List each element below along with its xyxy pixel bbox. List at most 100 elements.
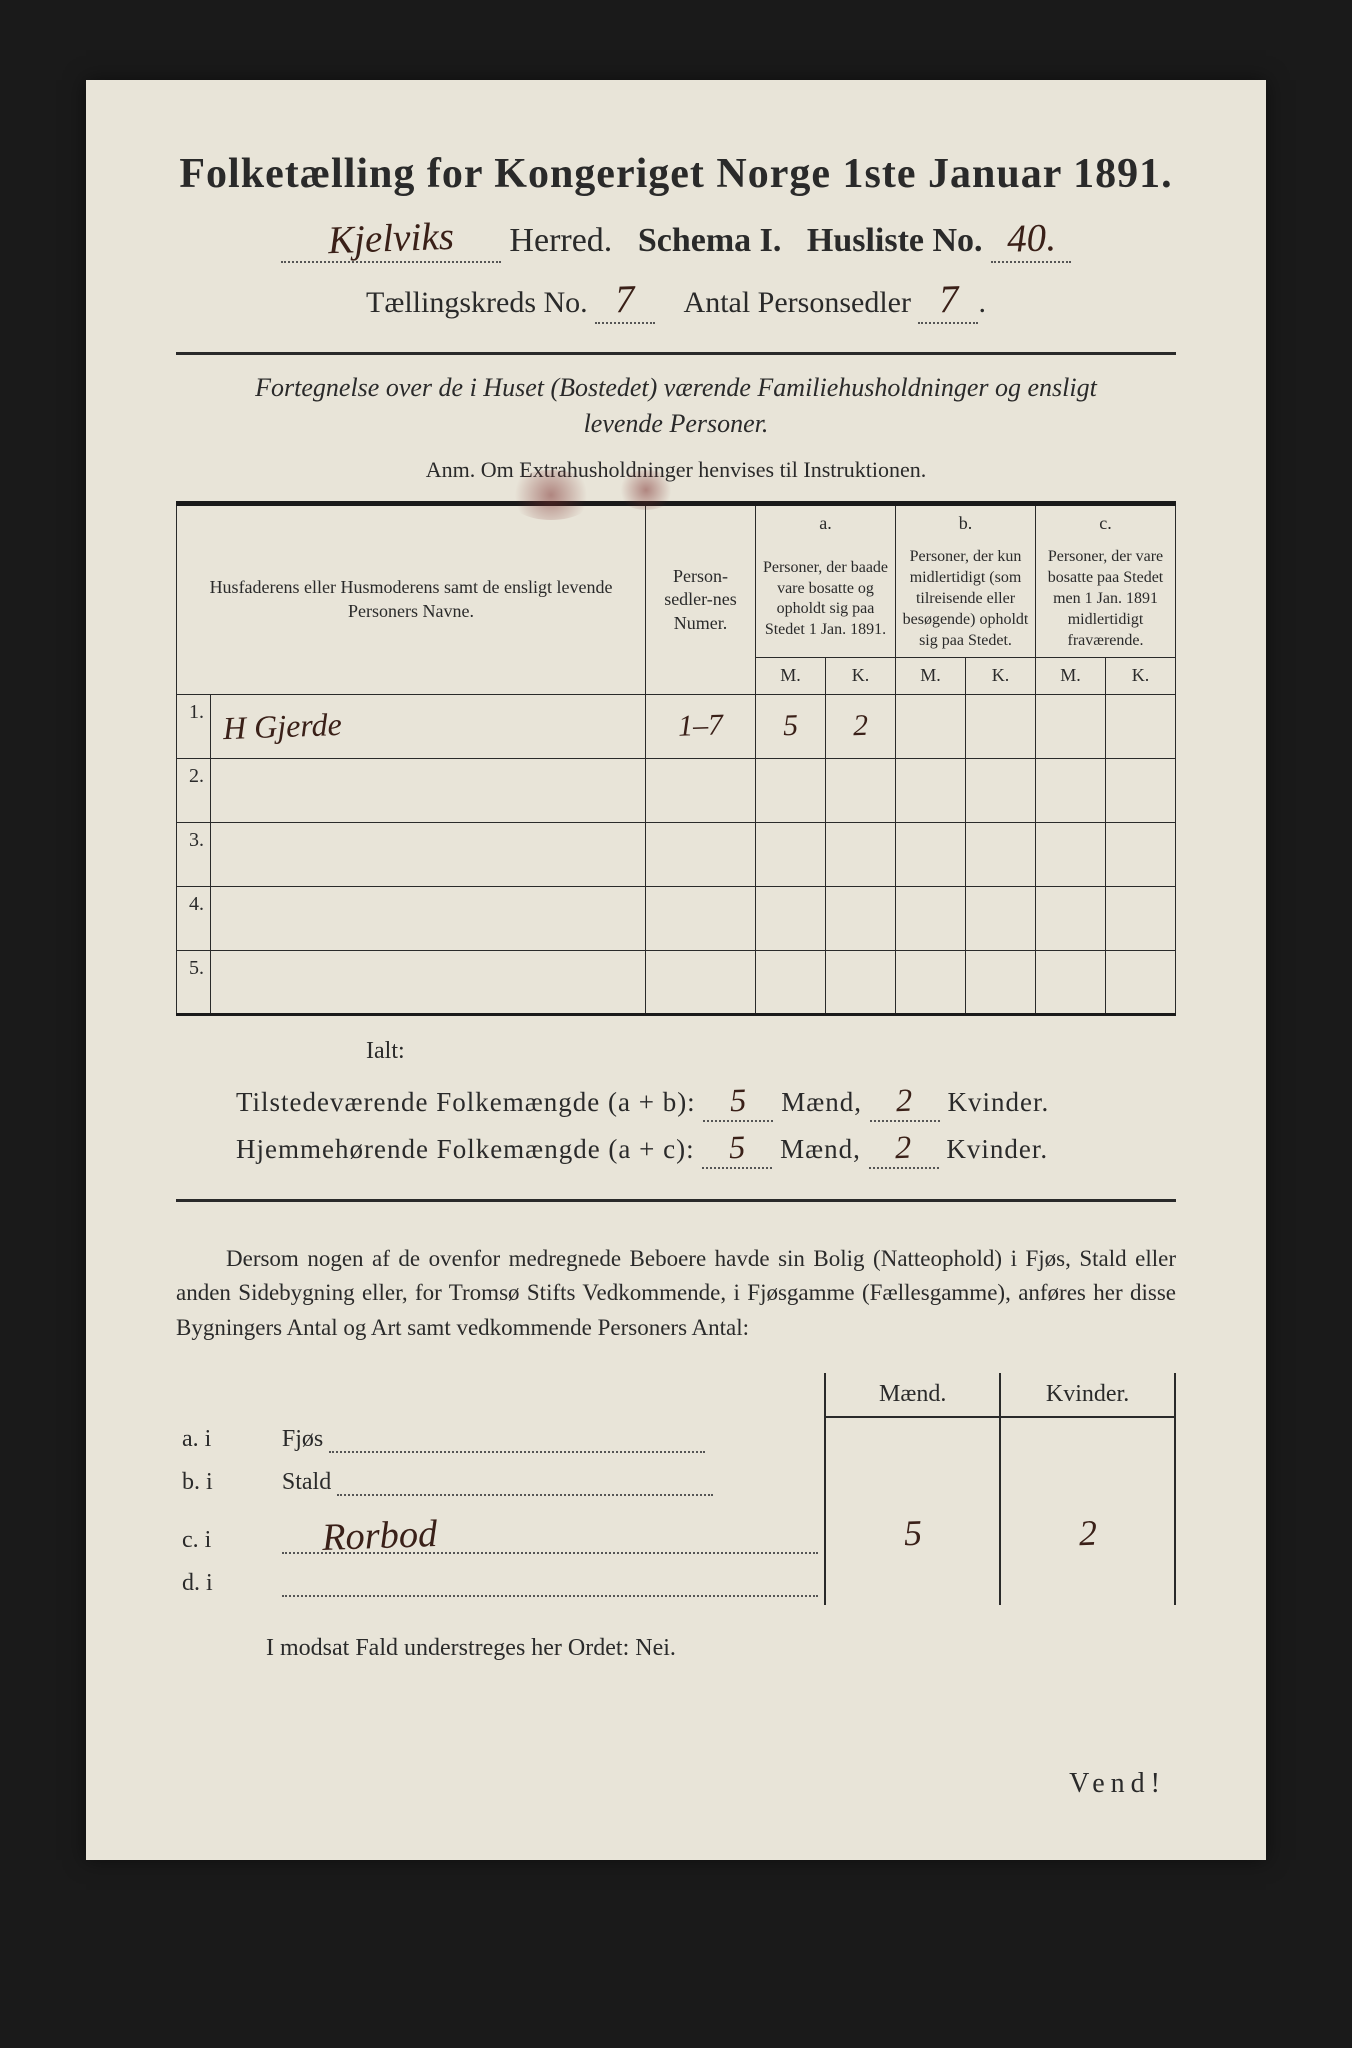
schema-label: Schema I. bbox=[638, 222, 782, 259]
col-a-k: K. bbox=[826, 658, 896, 694]
b-k-cell bbox=[966, 886, 1036, 950]
page-title: Folketælling for Kongeriget Norge 1ste J… bbox=[176, 150, 1176, 198]
bldg-kvinder-cell bbox=[1000, 1417, 1175, 1461]
bldg-type-cell bbox=[276, 1562, 825, 1605]
building-row: c. iRorbod52 bbox=[176, 1504, 1175, 1562]
tilstede-maend-hw: 5 bbox=[729, 1082, 747, 1120]
husliste-no-handwritten: 40. bbox=[1006, 215, 1056, 262]
b-k-cell bbox=[966, 694, 1036, 758]
kreds-label: Tællingskreds No. bbox=[366, 286, 588, 319]
col-header-name: Husfaderens eller Husmoderens samt de en… bbox=[177, 504, 646, 695]
personsedler-cell bbox=[646, 822, 756, 886]
col-c-k: K. bbox=[1106, 658, 1176, 694]
table-row: 5. bbox=[177, 950, 1176, 1014]
col-header-b: Personer, der kun midlertidigt (som tilr… bbox=[896, 541, 1036, 657]
person-name-cell bbox=[211, 886, 646, 950]
bldg-kvinder-cell: 2 bbox=[1000, 1504, 1175, 1562]
a-m-cell bbox=[756, 758, 826, 822]
b-k-cell bbox=[966, 758, 1036, 822]
bldg-row-label: c. i bbox=[176, 1504, 276, 1562]
row-number: 5. bbox=[177, 950, 211, 1014]
person-name-cell bbox=[211, 822, 646, 886]
divider-line bbox=[176, 352, 1176, 355]
personsedler-cell bbox=[646, 758, 756, 822]
person-name-cell bbox=[211, 950, 646, 1014]
maend-label: Mænd, bbox=[781, 1087, 862, 1117]
table-row: 2. bbox=[177, 758, 1176, 822]
bldg-type-cell: Fjøs bbox=[276, 1417, 825, 1461]
col-header-c: Personer, der vare bosatte paa Stedet me… bbox=[1036, 541, 1176, 657]
row-number: 4. bbox=[177, 886, 211, 950]
personsedler-cell bbox=[646, 950, 756, 1014]
subtitle-line-2: levende Personer. bbox=[176, 409, 1176, 439]
bldg-kvinder-cell bbox=[1000, 1562, 1175, 1605]
building-row: d. i bbox=[176, 1562, 1175, 1605]
bldg-row-label: a. i bbox=[176, 1417, 276, 1461]
census-form-page: Folketælling for Kongeriget Norge 1ste J… bbox=[86, 80, 1266, 1860]
bldg-maend-cell: 5 bbox=[825, 1504, 1000, 1562]
totals-line-1: Tilstedeværende Folkemængde (a + b): 5 M… bbox=[236, 1083, 1176, 1122]
herred-label: Herred. bbox=[509, 222, 612, 259]
b-m-cell bbox=[896, 950, 966, 1014]
antal-label: Antal Personsedler bbox=[684, 286, 911, 319]
bldg-maend-cell bbox=[825, 1417, 1000, 1461]
bldg-type-cell: Stald bbox=[276, 1461, 825, 1504]
herred-name-handwritten: Kjelviks bbox=[327, 214, 454, 263]
row-number: 3. bbox=[177, 822, 211, 886]
subtitle-line-1: Fortegnelse over de i Huset (Bostedet) v… bbox=[176, 373, 1176, 403]
a-m-cell: 5 bbox=[756, 694, 826, 758]
table-row: 4. bbox=[177, 886, 1176, 950]
divider-line bbox=[176, 1199, 1176, 1202]
col-header-numer: Person-sedler-nes Numer. bbox=[646, 504, 756, 695]
c-k-cell bbox=[1106, 758, 1176, 822]
col-b-k: K. bbox=[966, 658, 1036, 694]
husliste-label: Husliste No. bbox=[807, 222, 983, 259]
b-m-cell bbox=[896, 822, 966, 886]
bldg-maend-header: Mænd. bbox=[825, 1373, 1000, 1417]
a-m-cell bbox=[756, 950, 826, 1014]
bldg-row-label: b. i bbox=[176, 1461, 276, 1504]
hjemmehorende-label: Hjemmehørende Folkemængde (a + c): bbox=[236, 1134, 695, 1164]
b-k-cell bbox=[966, 822, 1036, 886]
b-m-cell bbox=[896, 886, 966, 950]
a-k-cell bbox=[826, 822, 896, 886]
vend-label: Vend! bbox=[1069, 1768, 1166, 1800]
a-k-cell: 2 bbox=[826, 694, 896, 758]
kreds-no-handwritten: 7 bbox=[615, 277, 636, 323]
hjemme-maend-hw: 5 bbox=[728, 1129, 746, 1167]
kvinder-label: Kvinder. bbox=[946, 1134, 1048, 1164]
hjemme-kvinder-hw: 2 bbox=[894, 1129, 912, 1167]
col-c-m: M. bbox=[1036, 658, 1106, 694]
personsedler-cell: 1–7 bbox=[646, 694, 756, 758]
a-k-cell bbox=[826, 950, 896, 1014]
c-m-cell bbox=[1036, 886, 1106, 950]
antal-no-handwritten: 7 bbox=[938, 277, 959, 323]
bldg-row-label: d. i bbox=[176, 1562, 276, 1605]
bldg-maend-cell bbox=[825, 1562, 1000, 1605]
b-m-cell bbox=[896, 758, 966, 822]
c-m-cell bbox=[1036, 950, 1106, 1014]
col-a-m: M. bbox=[756, 658, 826, 694]
table-row: 3. bbox=[177, 822, 1176, 886]
row-number: 1. bbox=[177, 694, 211, 758]
table-row: 1.H Gjerde1–752 bbox=[177, 694, 1176, 758]
maend-label: Mænd, bbox=[780, 1134, 861, 1164]
col-header-a: Personer, der baade vare bosatte og opho… bbox=[756, 541, 896, 657]
anm-note: Anm. Om Extrahusholdninger henvises til … bbox=[176, 457, 1176, 483]
col-b-m: M. bbox=[896, 658, 966, 694]
header-line-2: Tællingskreds No. 7 Antal Personsedler 7… bbox=[176, 277, 1176, 324]
a-m-cell bbox=[756, 822, 826, 886]
person-name-cell: H Gjerde bbox=[211, 694, 646, 758]
col-header-c-top: c. bbox=[1036, 504, 1176, 542]
col-header-a-top: a. bbox=[756, 504, 896, 542]
totals-line-2: Hjemmehørende Folkemængde (a + c): 5 Mæn… bbox=[236, 1130, 1176, 1169]
building-row: a. iFjøs bbox=[176, 1417, 1175, 1461]
kvinder-label: Kvinder. bbox=[947, 1087, 1049, 1117]
row-number: 2. bbox=[177, 758, 211, 822]
census-table: Husfaderens eller Husmoderens samt de en… bbox=[176, 501, 1176, 1016]
modsat-text: I modsat Fald understreges her Ordet: Ne… bbox=[266, 1635, 1176, 1662]
a-k-cell bbox=[826, 886, 896, 950]
person-name-cell bbox=[211, 758, 646, 822]
tilstede-kvinder-hw: 2 bbox=[895, 1082, 913, 1120]
c-m-cell bbox=[1036, 694, 1106, 758]
